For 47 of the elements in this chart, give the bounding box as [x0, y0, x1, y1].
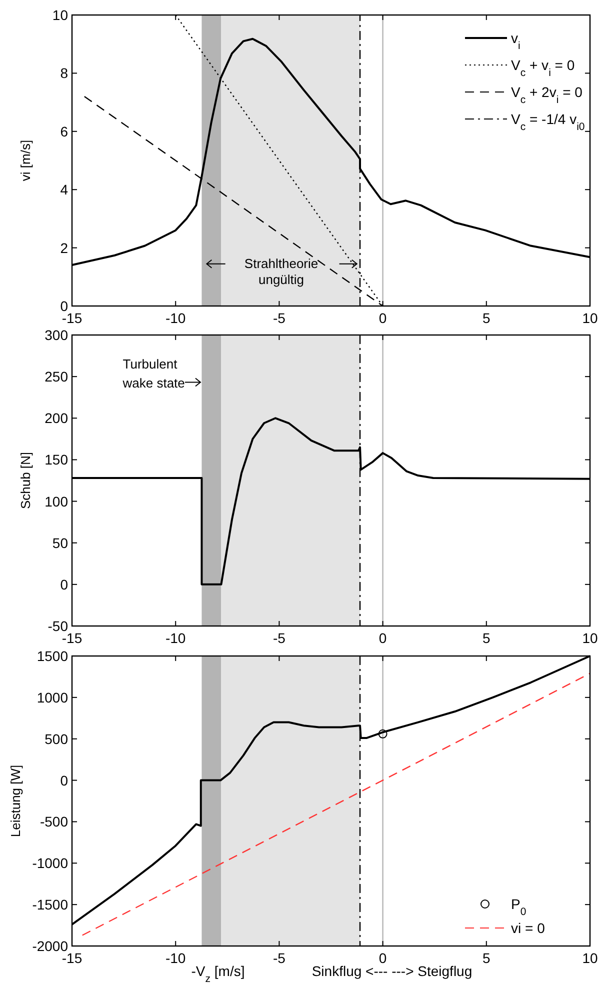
- legend-label: V$_{c}$ = -1/4 v$_{i0}$: [511, 111, 585, 133]
- legend-label: V$_{c}$ + v$_{i}$ = 0: [511, 57, 575, 79]
- y-tick-label: 1000: [36, 689, 68, 706]
- y-axis-title: Schub [N]: [18, 452, 33, 510]
- x-tick-label: 10: [582, 950, 598, 966]
- x-axis-title: -V$_{z}$ [m/s]: [191, 963, 245, 984]
- legend-label: V$_{c}$ + 2v$_{i}$ = 0: [511, 84, 583, 106]
- x-tick-label: 10: [582, 630, 598, 646]
- x-tick-label: 0: [378, 950, 387, 966]
- y-tick-label: 50: [52, 534, 68, 551]
- annotation: Strahltheorie ungültig: [244, 256, 318, 287]
- y-tick-label: 0: [60, 576, 68, 592]
- y-tick-label: 150: [44, 452, 68, 468]
- y-tick-label: 500: [44, 730, 68, 747]
- y-axis-title: vi [m/s]: [18, 140, 33, 182]
- x-tick-label: -5: [272, 630, 286, 646]
- y-tick-label: 1500: [36, 648, 68, 664]
- y-tick-label: 300: [44, 327, 68, 343]
- annotation: Turbulent wake state: [122, 356, 185, 390]
- x-tick-label: 10: [582, 310, 598, 326]
- text: Sinkflug <--- ---> Steigflug: [312, 963, 472, 979]
- x-tick-label: -10: [165, 950, 186, 966]
- legend-label: v$_{i}$: [511, 30, 520, 52]
- y-axis-title: Leistung [W]: [8, 764, 23, 838]
- y-tick-label: 250: [44, 368, 68, 385]
- y-tick-label: -1500: [32, 896, 68, 913]
- x-tick-label: 5: [482, 310, 490, 326]
- legend-label: P$_{0}$: [511, 896, 526, 918]
- x-tick-label: 5: [482, 630, 490, 646]
- x-tick-label: 5: [482, 950, 490, 966]
- legend-label: vi = 0: [511, 920, 546, 936]
- y-tick-label: 2: [60, 240, 68, 256]
- y-tick-label: 4: [60, 182, 68, 198]
- x-tick-label: -10: [165, 310, 186, 326]
- x-tick-label: -5: [272, 950, 286, 966]
- y-tick-label: 200: [44, 410, 68, 426]
- x-tick-label: 0: [378, 630, 387, 646]
- y-tick-label: 100: [44, 493, 68, 510]
- y-tick-label: 6: [60, 123, 68, 140]
- y-tick-label: 8: [60, 65, 68, 82]
- y-tick-label: -500: [40, 814, 68, 830]
- x-tick-label: 0: [378, 310, 387, 326]
- y-tick-label: 10: [52, 7, 68, 23]
- y-tick-label: 0: [60, 772, 68, 788]
- x-tick-label: -10: [165, 630, 186, 646]
- y-tick-label: -1000: [32, 855, 68, 872]
- x-tick-label: -5: [272, 310, 286, 326]
